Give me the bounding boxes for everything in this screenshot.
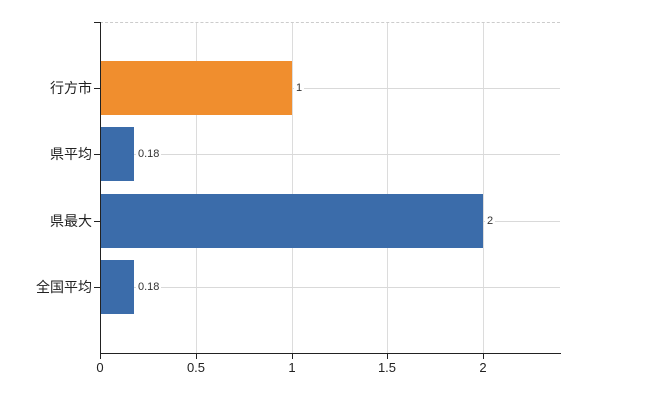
x-axis-tick: [292, 354, 293, 359]
y-axis-tick: [94, 88, 100, 89]
plot-top-border: [100, 22, 560, 23]
bar-value-label: 1: [294, 82, 305, 95]
bar-2: [100, 127, 134, 181]
x-axis-tick: [196, 354, 197, 359]
gridline-horizontal: [100, 154, 560, 155]
bar-value-label: 0.18: [136, 281, 162, 294]
x-axis-tick-label: 0: [96, 360, 104, 375]
x-axis-tick: [483, 354, 484, 359]
bar-3: [100, 194, 483, 248]
bar-value-label: 2: [485, 215, 496, 228]
x-axis-tick-label: 0.5: [186, 360, 206, 375]
x-axis-line: [100, 353, 561, 354]
y-axis-tick: [94, 154, 100, 155]
y-axis-end-tick: [94, 22, 100, 23]
y-axis-tick: [94, 287, 100, 288]
y-axis-label: 行方市: [50, 80, 92, 96]
x-axis-tick-label: 1.5: [377, 360, 397, 375]
y-axis-tick: [94, 221, 100, 222]
y-axis-label: 県最大: [50, 213, 92, 229]
y-axis-label: 県平均: [50, 146, 92, 162]
bar-1: [100, 61, 292, 115]
x-axis-tick-label: 1: [288, 360, 296, 375]
gridline-vertical: [292, 22, 293, 353]
gridline-vertical: [196, 22, 197, 353]
gridline-vertical: [387, 22, 388, 353]
bar-value-label: 0.18: [136, 148, 162, 161]
gridline-horizontal: [100, 287, 560, 288]
plot-area: 1 0.18 2 0.18: [100, 22, 560, 353]
bar-4: [100, 260, 134, 314]
y-axis-label: 全国平均: [36, 279, 92, 295]
gridline-vertical: [483, 22, 484, 353]
x-axis-tick-label: 2: [479, 360, 487, 375]
gridline-horizontal: [100, 88, 560, 89]
x-axis-tick: [387, 354, 388, 359]
y-axis-line: [100, 22, 101, 353]
x-axis-tick: [100, 354, 101, 359]
